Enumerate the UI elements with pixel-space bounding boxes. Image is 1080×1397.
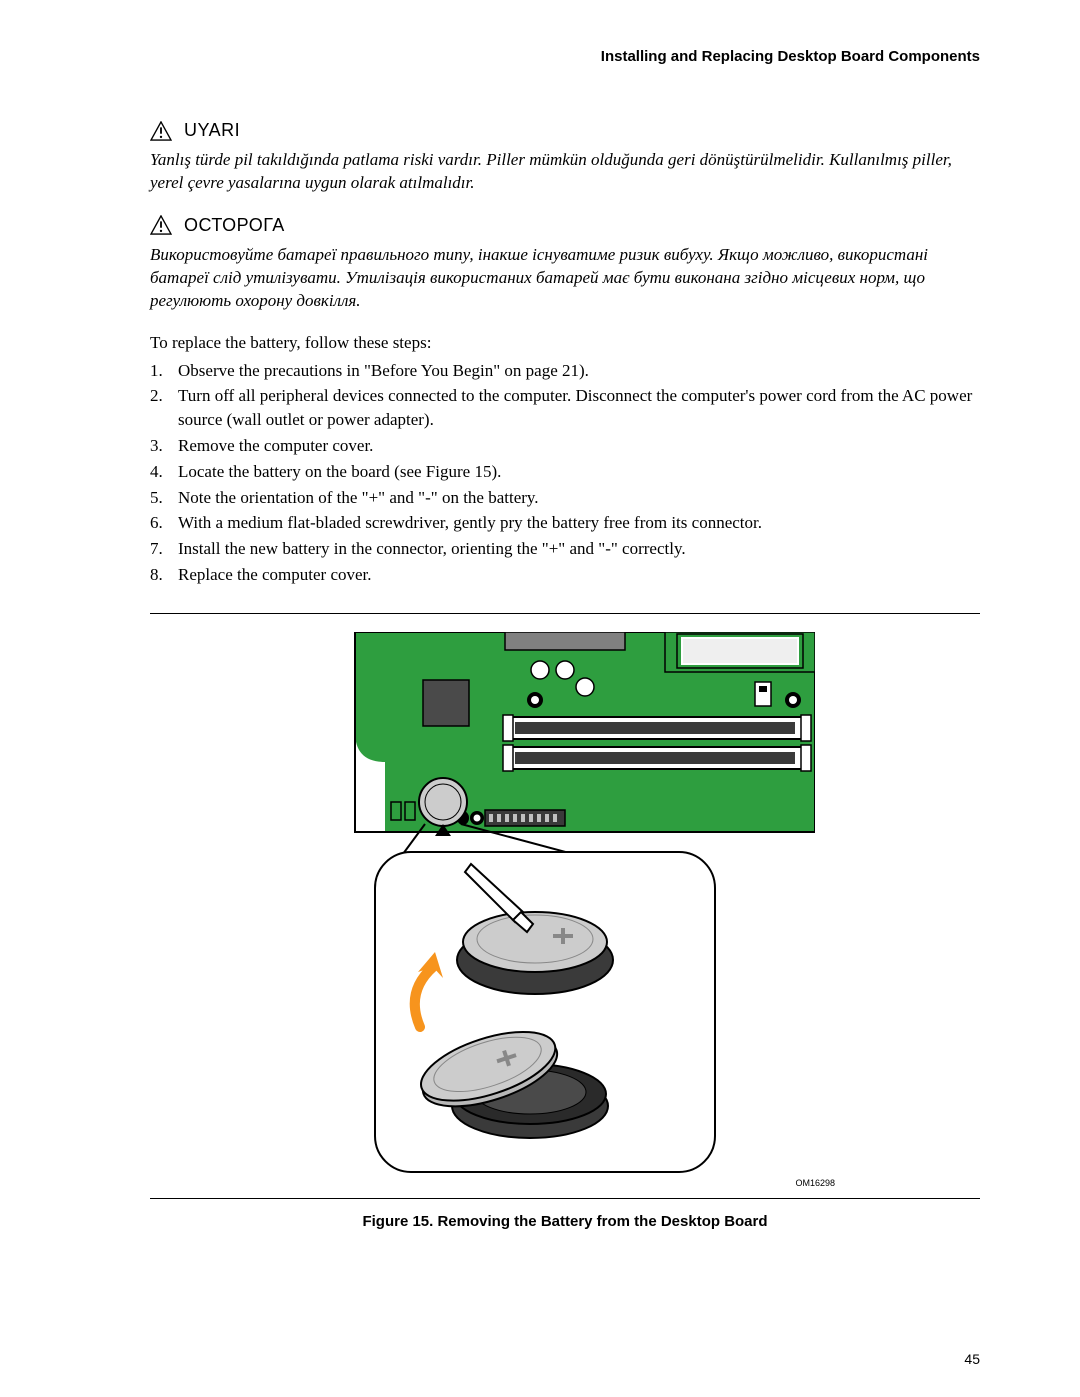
step-text: Locate the battery on the board (see Fig… — [178, 460, 980, 484]
step-number: 6. — [150, 511, 178, 535]
figure-illustration — [315, 632, 815, 1192]
warning-block-2: ОСТОРОГА Використовуйте батареї правильн… — [150, 215, 980, 313]
figure-area: OM16298 — [150, 632, 980, 1192]
warning-title-2: ОСТОРОГА — [184, 215, 285, 236]
step-text: Install the new battery in the connector… — [178, 537, 980, 561]
step-item: 3.Remove the computer cover. — [150, 434, 980, 458]
step-number: 1. — [150, 359, 178, 383]
step-text: Remove the computer cover. — [178, 434, 980, 458]
divider — [150, 613, 980, 614]
step-item: 4.Locate the battery on the board (see F… — [150, 460, 980, 484]
step-number: 7. — [150, 537, 178, 561]
step-item: 1.Observe the precautions in "Before You… — [150, 359, 980, 383]
intro-text: To replace the battery, follow these ste… — [150, 333, 980, 353]
page-header-title: Installing and Replacing Desktop Board C… — [150, 48, 980, 65]
figure-divider — [150, 1198, 980, 1199]
warning-title-1: UYARI — [184, 120, 240, 141]
warning-body-2: Використовуйте батареї правильного типу,… — [150, 244, 980, 313]
step-item: 7.Install the new battery in the connect… — [150, 537, 980, 561]
step-number: 3. — [150, 434, 178, 458]
page-number: 45 — [964, 1351, 980, 1367]
step-item: 2.Turn off all peripheral devices connec… — [150, 384, 980, 432]
warning-icon — [150, 215, 172, 235]
step-text: Observe the precautions in "Before You B… — [178, 359, 980, 383]
step-item: 5.Note the orientation of the "+" and "-… — [150, 486, 980, 510]
step-text: With a medium flat-bladed screwdriver, g… — [178, 511, 980, 535]
warning-body-1: Yanlış türde pil takıldığında patlama ri… — [150, 149, 980, 195]
step-number: 2. — [150, 384, 178, 432]
figure-ref-code: OM16298 — [795, 1178, 835, 1188]
step-item: 6.With a medium flat-bladed screwdriver,… — [150, 511, 980, 535]
figure-caption: Figure 15. Removing the Battery from the… — [150, 1213, 980, 1230]
warning-icon — [150, 121, 172, 141]
steps-list: 1.Observe the precautions in "Before You… — [150, 359, 980, 587]
warning-block-1: UYARI Yanlış türde pil takıldığında patl… — [150, 120, 980, 195]
step-number: 8. — [150, 563, 178, 587]
step-text: Replace the computer cover. — [178, 563, 980, 587]
step-text: Note the orientation of the "+" and "-" … — [178, 486, 980, 510]
step-text: Turn off all peripheral devices connecte… — [178, 384, 980, 432]
step-number: 4. — [150, 460, 178, 484]
step-item: 8.Replace the computer cover. — [150, 563, 980, 587]
step-number: 5. — [150, 486, 178, 510]
